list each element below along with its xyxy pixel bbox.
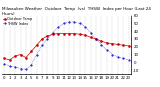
Text: Milwaukee Weather  Outdoor  Temp  (vs)  THSW  Index per Hour (Last 24 Hours): Milwaukee Weather Outdoor Temp (vs) THSW… xyxy=(2,7,150,16)
Legend: Outdoor Temp, THSW Index: Outdoor Temp, THSW Index xyxy=(3,17,32,26)
